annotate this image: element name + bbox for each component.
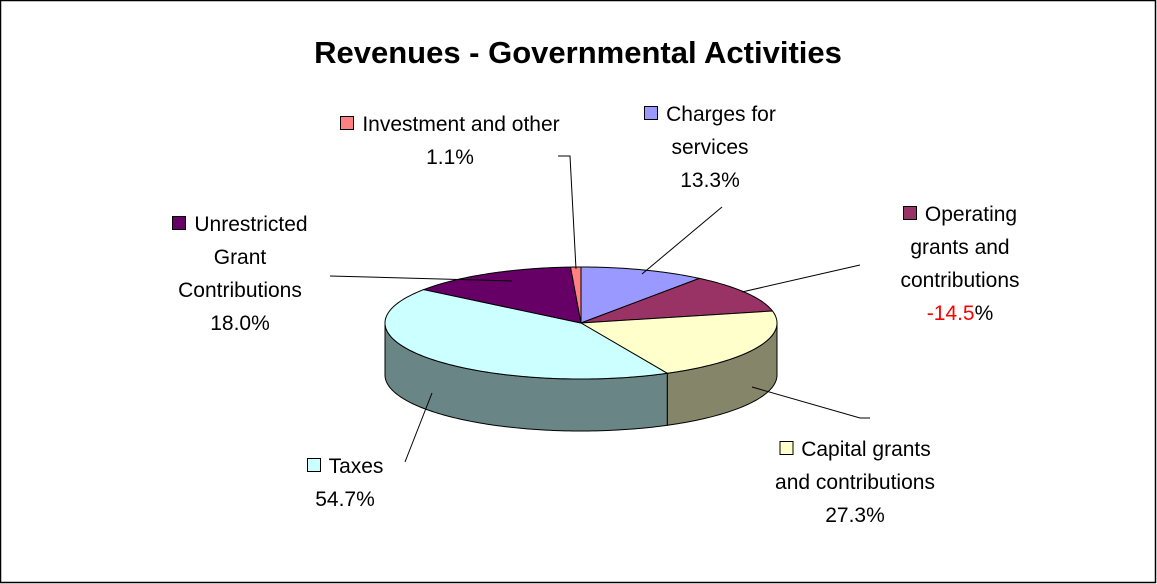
label-category: Taxes (285, 450, 405, 483)
pie-slice (580, 277, 774, 324)
leader-line (329, 275, 513, 282)
legend-swatch (340, 116, 355, 130)
category-label: Investment and other (362, 113, 560, 136)
value-label: 54.7% (315, 488, 375, 511)
label-category: Investment and other (340, 108, 560, 141)
category-label: Taxes (328, 455, 384, 478)
category-label: Operating grants and contributions (900, 203, 1020, 292)
data-label: Charges for services 13.3% (625, 98, 795, 197)
leader-line (741, 264, 861, 293)
label-category: Operating grants and contributions (875, 198, 1045, 297)
value-label: 13.3% (680, 169, 740, 192)
label-category: Capital grants and contributions (763, 433, 948, 499)
value-label: -14.5% (926, 302, 994, 325)
leader-line (641, 206, 723, 275)
legend-swatch (644, 106, 659, 120)
label-category: Charges for services (625, 98, 795, 164)
data-label: Taxes 54.7% (285, 450, 405, 516)
legend-swatch (902, 206, 917, 220)
category-label: Charges for services (666, 103, 776, 159)
data-label: Unrestricted Grant Contributions 18.0% (155, 208, 325, 340)
chart-title: Revenues - Governmental Activities (314, 35, 842, 70)
value-label: 27.3% (825, 504, 885, 527)
legend-swatch (779, 441, 794, 455)
category-label: Capital grants and contributions (775, 438, 935, 494)
leader-line (751, 386, 870, 419)
label-category: Unrestricted Grant Contributions (155, 208, 325, 307)
pie-slice (384, 289, 669, 380)
value-label: 18.0% (210, 312, 270, 335)
value-label: 1.1% (426, 146, 474, 169)
legend-swatch (306, 458, 321, 472)
pie-slice (421, 266, 582, 324)
category-label: Unrestricted Grant Contributions (178, 213, 308, 302)
pie-slice (579, 310, 778, 374)
data-label: Operating grants and contributions -14.5% (875, 198, 1045, 330)
leader-line (558, 155, 577, 270)
leader-line (404, 392, 433, 463)
pie-slice (580, 266, 702, 324)
data-label: Investment and other 1.1% (340, 108, 560, 174)
legend-swatch (172, 216, 187, 230)
data-label: Capital grants and contributions 27.3% (763, 433, 948, 532)
